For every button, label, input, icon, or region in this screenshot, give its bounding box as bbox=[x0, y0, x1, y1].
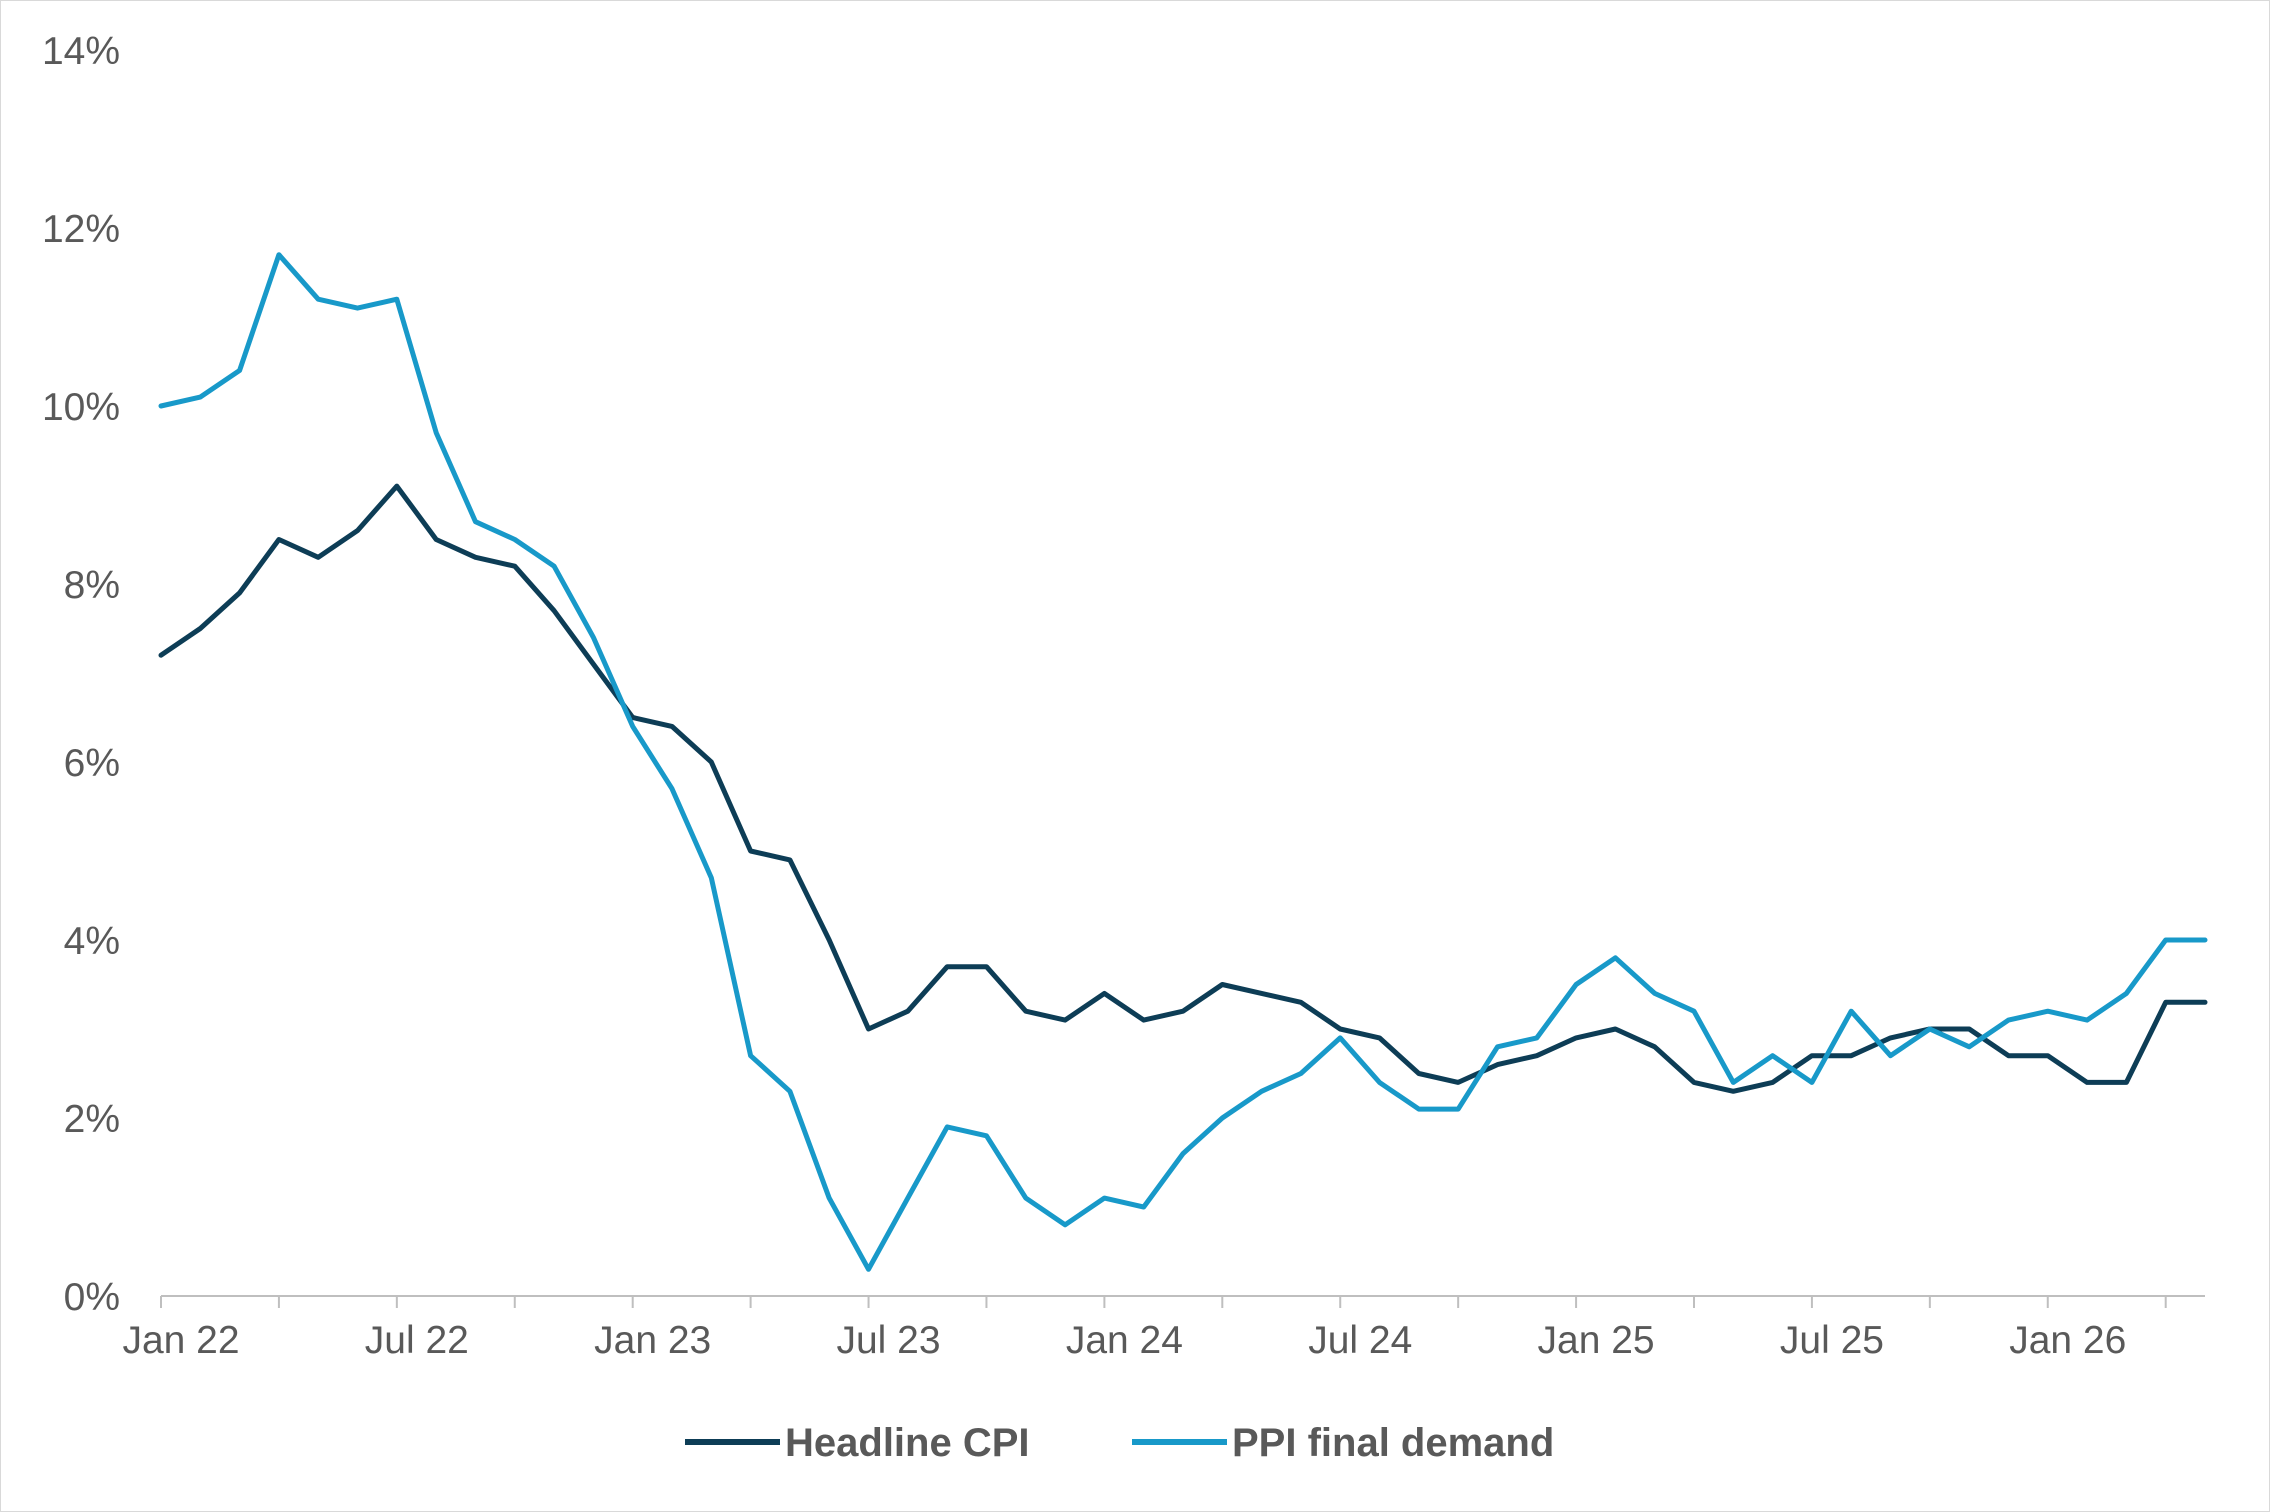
legend-label: PPI final demand bbox=[1232, 1421, 1554, 1465]
y-tick-label: 10% bbox=[42, 386, 120, 429]
series-line-ppi-final-demand bbox=[158, 252, 2208, 1272]
y-axis-tick-labels: 0% 2% 4% 6% 8% 10% 12% 14% bbox=[42, 30, 120, 1319]
legend-label: Headline CPI bbox=[785, 1421, 1030, 1465]
y-tick-label: 0% bbox=[64, 1276, 120, 1319]
x-tick-label: Jan 24 bbox=[1066, 1319, 1183, 1362]
x-tick-label: Jul 25 bbox=[1780, 1319, 1884, 1362]
x-tick-label: Jan 23 bbox=[594, 1319, 711, 1362]
y-tick-label: 6% bbox=[64, 742, 120, 785]
x-axis-ticks: Jan 22 Jul 22 Jan 23 Jul 23 Jan 24 Jul 24 Jan … bbox=[122, 1296, 2167, 1362]
series-line-headline-cpi bbox=[158, 483, 2208, 1094]
y-tick-label: 12% bbox=[42, 208, 120, 251]
series-lines bbox=[158, 252, 2208, 1272]
y-tick-label: 14% bbox=[42, 30, 120, 73]
x-tick-label: Jan 25 bbox=[1538, 1319, 1655, 1362]
y-tick-label: 2% bbox=[64, 1098, 120, 1141]
x-tick-label: Jul 24 bbox=[1308, 1319, 1412, 1362]
legend: Headline CPI PPI final demand bbox=[685, 1421, 1554, 1465]
x-tick-label: Jul 23 bbox=[836, 1319, 940, 1362]
y-tick-label: 4% bbox=[64, 920, 120, 963]
x-tick-label: Jan 22 bbox=[122, 1319, 239, 1362]
y-tick-label: 8% bbox=[64, 564, 120, 607]
x-tick-label: Jan 26 bbox=[2009, 1319, 2126, 1362]
x-tick-label: Jul 22 bbox=[365, 1319, 469, 1362]
